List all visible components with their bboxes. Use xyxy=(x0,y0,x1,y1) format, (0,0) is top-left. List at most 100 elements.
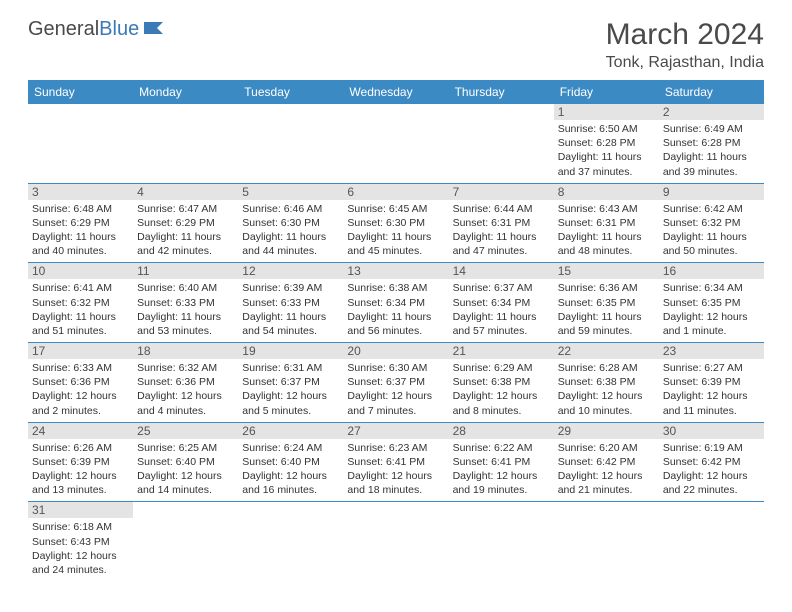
day-number: 11 xyxy=(133,263,238,279)
calendar-day: 2Sunrise: 6:49 AMSunset: 6:28 PMDaylight… xyxy=(659,104,764,183)
sunrise-line: Sunrise: 6:46 AM xyxy=(242,202,339,216)
calendar-day-empty xyxy=(659,502,764,581)
day-number: 20 xyxy=(343,343,448,359)
sunset-line: Sunset: 6:34 PM xyxy=(453,296,550,310)
calendar-day: 15Sunrise: 6:36 AMSunset: 6:35 PMDayligh… xyxy=(554,263,659,343)
calendar-day-empty xyxy=(133,104,238,183)
day-details: Sunrise: 6:50 AMSunset: 6:28 PMDaylight:… xyxy=(558,122,655,179)
day-details: Sunrise: 6:39 AMSunset: 6:33 PMDaylight:… xyxy=(242,281,339,338)
day-header: Wednesday xyxy=(343,80,448,104)
sunrise-line: Sunrise: 6:24 AM xyxy=(242,441,339,455)
calendar-day: 9Sunrise: 6:42 AMSunset: 6:32 PMDaylight… xyxy=(659,183,764,263)
calendar-day: 29Sunrise: 6:20 AMSunset: 6:42 PMDayligh… xyxy=(554,422,659,502)
calendar-day: 19Sunrise: 6:31 AMSunset: 6:37 PMDayligh… xyxy=(238,343,343,423)
calendar-day-empty xyxy=(343,104,448,183)
day-details: Sunrise: 6:19 AMSunset: 6:42 PMDaylight:… xyxy=(663,441,760,498)
daylight-line: Daylight: 12 hours and 13 minutes. xyxy=(32,469,129,497)
calendar-day: 10 Sunrise: 6:41 AMSunset: 6:32 PMDayligh… xyxy=(28,263,133,343)
sunset-line: Sunset: 6:38 PM xyxy=(453,375,550,389)
calendar-day: 17Sunrise: 6:33 AMSunset: 6:36 PMDayligh… xyxy=(28,343,133,423)
sunrise-line: Sunrise: 6:18 AM xyxy=(32,520,129,534)
day-details: Sunrise: 6:41 AMSunset: 6:32 PMDaylight:… xyxy=(32,281,129,338)
calendar-day-empty xyxy=(28,104,133,183)
daylight-line: Daylight: 12 hours and 8 minutes. xyxy=(453,389,550,417)
daylight-line: Daylight: 11 hours and 45 minutes. xyxy=(347,230,444,258)
brand-part2: Blue xyxy=(99,18,139,40)
sunrise-line: Sunrise: 6:19 AM xyxy=(663,441,760,455)
sunrise-line: Sunrise: 6:49 AM xyxy=(663,122,760,136)
day-header: Thursday xyxy=(449,80,554,104)
calendar-head: SundayMondayTuesdayWednesdayThursdayFrid… xyxy=(28,80,764,104)
calendar-day: 5 Sunrise: 6:46 AMSunset: 6:30 PMDaylight… xyxy=(238,183,343,263)
sunrise-line: Sunrise: 6:39 AM xyxy=(242,281,339,295)
day-number: 17 xyxy=(28,343,133,359)
day-number: 24 xyxy=(28,423,133,439)
day-details: Sunrise: 6:23 AMSunset: 6:41 PMDaylight:… xyxy=(347,441,444,498)
brand-text: GeneralBlue xyxy=(28,18,139,41)
daylight-line: Daylight: 12 hours and 24 minutes. xyxy=(32,549,129,577)
day-details: Sunrise: 6:37 AMSunset: 6:34 PMDaylight:… xyxy=(453,281,550,338)
sunrise-line: Sunrise: 6:28 AM xyxy=(558,361,655,375)
calendar-day: 18Sunrise: 6:32 AMSunset: 6:36 PMDayligh… xyxy=(133,343,238,423)
day-number: 15 xyxy=(554,263,659,279)
sunrise-line: Sunrise: 6:43 AM xyxy=(558,202,655,216)
calendar-day: 1Sunrise: 6:50 AMSunset: 6:28 PMDaylight… xyxy=(554,104,659,183)
sunset-line: Sunset: 6:29 PM xyxy=(137,216,234,230)
sunset-line: Sunset: 6:35 PM xyxy=(663,296,760,310)
daylight-line: Daylight: 12 hours and 1 minute. xyxy=(663,310,760,338)
daylight-line: Daylight: 11 hours and 54 minutes. xyxy=(242,310,339,338)
sunset-line: Sunset: 6:42 PM xyxy=(663,455,760,469)
day-details: Sunrise: 6:26 AMSunset: 6:39 PMDaylight:… xyxy=(32,441,129,498)
day-number: 10 xyxy=(28,263,133,279)
calendar-day-empty xyxy=(449,502,554,581)
sunset-line: Sunset: 6:36 PM xyxy=(137,375,234,389)
daylight-line: Daylight: 11 hours and 53 minutes. xyxy=(137,310,234,338)
day-details: Sunrise: 6:46 AMSunset: 6:30 PMDaylight:… xyxy=(242,202,339,259)
day-number: 29 xyxy=(554,423,659,439)
daylight-line: Daylight: 12 hours and 14 minutes. xyxy=(137,469,234,497)
calendar-day-empty xyxy=(554,502,659,581)
day-details: Sunrise: 6:32 AMSunset: 6:36 PMDaylight:… xyxy=(137,361,234,418)
calendar-day: 16Sunrise: 6:34 AMSunset: 6:35 PMDayligh… xyxy=(659,263,764,343)
day-details: Sunrise: 6:27 AMSunset: 6:39 PMDaylight:… xyxy=(663,361,760,418)
day-details: Sunrise: 6:45 AMSunset: 6:30 PMDaylight:… xyxy=(347,202,444,259)
daylight-line: Daylight: 12 hours and 2 minutes. xyxy=(32,389,129,417)
sunrise-line: Sunrise: 6:32 AM xyxy=(137,361,234,375)
day-number: 25 xyxy=(133,423,238,439)
daylight-line: Daylight: 12 hours and 4 minutes. xyxy=(137,389,234,417)
sunrise-line: Sunrise: 6:41 AM xyxy=(32,281,129,295)
daylight-line: Daylight: 11 hours and 50 minutes. xyxy=(663,230,760,258)
calendar-day: 6Sunrise: 6:45 AMSunset: 6:30 PMDaylight… xyxy=(343,183,448,263)
calendar-week: 24Sunrise: 6:26 AMSunset: 6:39 PMDayligh… xyxy=(28,422,764,502)
day-number: 8 xyxy=(554,184,659,200)
sunset-line: Sunset: 6:42 PM xyxy=(558,455,655,469)
day-details: Sunrise: 6:49 AMSunset: 6:28 PMDaylight:… xyxy=(663,122,760,179)
daylight-line: Daylight: 11 hours and 37 minutes. xyxy=(558,150,655,178)
day-number: 7 xyxy=(449,184,554,200)
sunset-line: Sunset: 6:29 PM xyxy=(32,216,129,230)
sunrise-line: Sunrise: 6:40 AM xyxy=(137,281,234,295)
calendar-week: 3Sunrise: 6:48 AMSunset: 6:29 PMDaylight… xyxy=(28,183,764,263)
day-number: 12 xyxy=(238,263,343,279)
day-header: Saturday xyxy=(659,80,764,104)
sunset-line: Sunset: 6:31 PM xyxy=(558,216,655,230)
sunset-line: Sunset: 6:39 PM xyxy=(32,455,129,469)
sunset-line: Sunset: 6:41 PM xyxy=(347,455,444,469)
daylight-line: Daylight: 11 hours and 42 minutes. xyxy=(137,230,234,258)
daylight-line: Daylight: 11 hours and 47 minutes. xyxy=(453,230,550,258)
day-number: 5 xyxy=(238,184,343,200)
calendar-day-empty xyxy=(449,104,554,183)
daylight-line: Daylight: 11 hours and 44 minutes. xyxy=(242,230,339,258)
calendar-day: 20Sunrise: 6:30 AMSunset: 6:37 PMDayligh… xyxy=(343,343,448,423)
daylight-line: Daylight: 12 hours and 21 minutes. xyxy=(558,469,655,497)
day-number: 13 xyxy=(343,263,448,279)
calendar-day: 21Sunrise: 6:29 AMSunset: 6:38 PMDayligh… xyxy=(449,343,554,423)
sunrise-line: Sunrise: 6:29 AM xyxy=(453,361,550,375)
calendar-day-empty xyxy=(238,104,343,183)
day-details: Sunrise: 6:43 AMSunset: 6:31 PMDaylight:… xyxy=(558,202,655,259)
daylight-line: Daylight: 12 hours and 7 minutes. xyxy=(347,389,444,417)
sunrise-line: Sunrise: 6:26 AM xyxy=(32,441,129,455)
sunrise-line: Sunrise: 6:27 AM xyxy=(663,361,760,375)
day-number: 30 xyxy=(659,423,764,439)
sunrise-line: Sunrise: 6:44 AM xyxy=(453,202,550,216)
